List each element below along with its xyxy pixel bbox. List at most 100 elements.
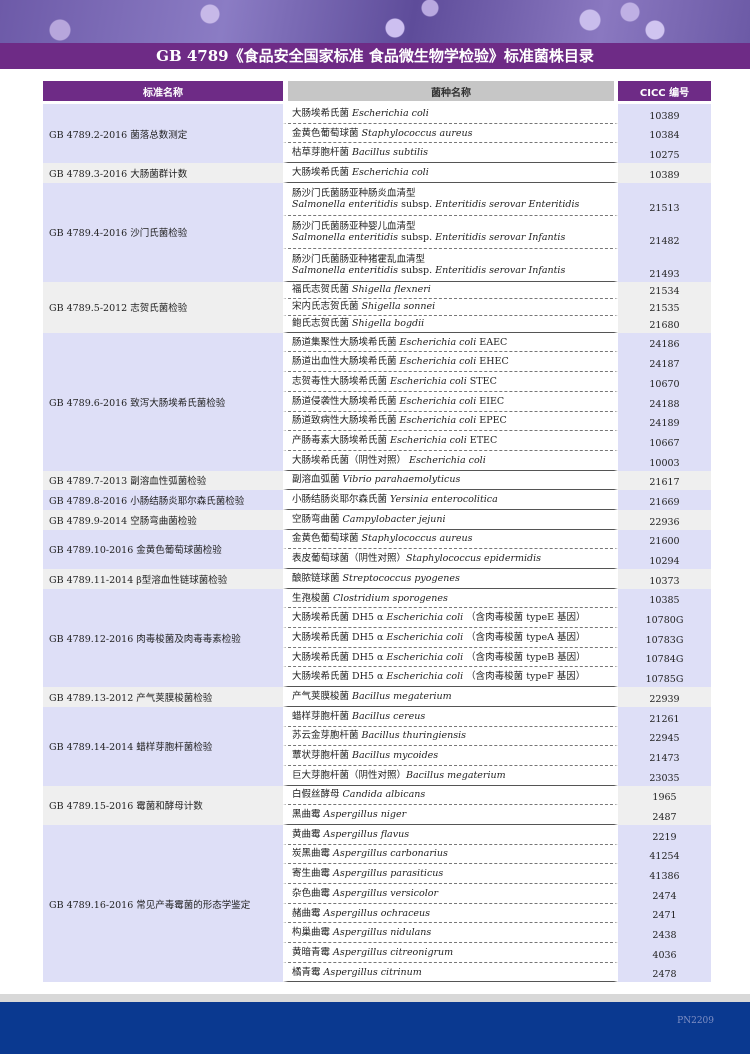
species-name: 小肠结肠炎耶尔森氏菌 Yersinia enterocolitica xyxy=(283,490,618,510)
cicc-number: 10667 xyxy=(618,431,711,451)
table-row: GB 4789.16-2016 常见产毒霉菌的形态学鉴定 黄曲霉 Aspergil… xyxy=(43,824,711,983)
species-chinese-name: 生孢梭菌 xyxy=(292,592,334,604)
cicc-number: 23035 xyxy=(618,765,711,786)
species-chinese-name: 肠沙门氏菌肠亚种婴儿血清型 xyxy=(292,220,416,232)
cicc-number: 22936 xyxy=(618,509,711,530)
species-latin-name: Candida albicans xyxy=(342,789,426,801)
cicc-number: 41386 xyxy=(618,864,711,884)
species-latin-name: Escherichia coli xyxy=(386,671,464,683)
species-name: 橘青霉 Aspergillus citrinum xyxy=(283,962,618,983)
cicc-number: 10785G xyxy=(618,667,711,688)
species-chinese-name: 橘青霉 xyxy=(292,966,324,978)
species-chinese-name: 小肠结肠炎耶尔森氏菌 xyxy=(292,494,391,506)
species-note: EHEC xyxy=(476,356,509,368)
standard-name: GB 4789.15-2016 霉菌和酵母计数 xyxy=(43,785,283,825)
species-latin-name: Aspergillus niger xyxy=(323,809,407,821)
species-note: （含肉毒梭菌 typeA 基因） xyxy=(463,631,586,643)
header-cicc: CICC 编号 xyxy=(618,81,711,104)
table-row: GB 4789.15-2016 霉菌和酵母计数 白假丝酵母 Candida alb… xyxy=(43,785,711,825)
species-chinese-name: 酿脓链球菌 xyxy=(292,572,343,584)
species-chinese-name: 赭曲霉 xyxy=(292,907,324,919)
cicc-number: 22945 xyxy=(618,726,711,747)
footer: PN2209 xyxy=(0,1002,750,1054)
cicc-number: 24189 xyxy=(618,411,711,432)
species-name: 蜡样芽胞杆菌 Bacillus cereus xyxy=(283,706,618,727)
table-body: GB 4789.2-2016 菌落总数测定 大肠埃希氏菌 Escherichia … xyxy=(43,104,711,983)
standard-name: GB 4789.16-2016 常见产毒霉菌的形态学鉴定 xyxy=(43,824,283,983)
strain-table: 标准名称 菌种名称 CICC 编号 GB 4789.2-2016 菌落总数测定大… xyxy=(43,81,711,983)
species-name: 苏云金芽胞杆菌 Bacillus thuringiensis xyxy=(283,726,618,747)
species-latin-name: Escherichia coli xyxy=(399,336,477,348)
header-standard: 标准名称 xyxy=(43,81,283,104)
cicc-number: 24187 xyxy=(618,352,711,373)
species-chinese-name: 构巢曲霉 xyxy=(292,927,334,939)
species-latin-name: Bacillus megaterium xyxy=(406,769,506,781)
species-name: 大肠埃希氏菌 Escherichia coli xyxy=(283,163,618,183)
cicc-number: 2474 xyxy=(618,884,711,904)
species-latin-name: Escherichia coli xyxy=(352,107,429,119)
cicc-number: 21600 xyxy=(618,529,711,550)
standard-name: GB 4789.9-2014 空肠弯曲菌检验 xyxy=(43,509,283,530)
species-chinese-name: 苏云金芽胞杆菌 xyxy=(292,730,362,742)
species-note: EPEC xyxy=(476,415,507,427)
species-latin-name: Bacillus cereus xyxy=(352,710,426,722)
species-name: 金黄色葡萄球菌 Staphylococcus aureus xyxy=(283,529,618,550)
species-name: 肠道出血性大肠埃希氏菌 Escherichia coli EHEC xyxy=(283,352,618,373)
species-latin-name: Escherichia coli xyxy=(409,454,486,466)
species-chinese-name: 产肠毒素大肠埃希氏菌 xyxy=(292,435,391,447)
species-latin-name: Escherichia coli xyxy=(386,612,464,624)
table-row: GB 4789.5-2012 志贺氏菌检验 福氏志贺氏菌 Shigella fle… xyxy=(43,281,711,333)
species-latin-name: Aspergillus citrinum xyxy=(323,966,422,978)
page-title: GB 4789《食品安全国家标准 食品微生物学检验》标准菌株目录 xyxy=(0,43,750,69)
species-name: 白假丝酵母 Candida albicans xyxy=(283,785,618,806)
standard-name: GB 4789.12-2016 肉毒梭菌及肉毒毒素检验 xyxy=(43,588,283,688)
species-name: 黄曲霉 Aspergillus flavus xyxy=(283,824,618,845)
species-chinese-name: 寄生曲霉 xyxy=(292,868,334,880)
species-chinese-name: 肠沙门氏菌肠亚种肠炎血清型 xyxy=(292,187,416,199)
species-name: 副溶血弧菌 Vibrio parahaemolyticus xyxy=(283,470,618,491)
species-note: （含肉毒梭菌 typeE 基因） xyxy=(463,612,586,624)
standard-name: GB 4789.2-2016 菌落总数测定 xyxy=(43,104,283,164)
cicc-number: 21534 xyxy=(618,281,711,299)
species-latin-name: Bacillus megaterium xyxy=(352,690,452,702)
species-chinese-name: 蜡样芽胞杆菌 xyxy=(292,710,353,722)
cicc-number: 24186 xyxy=(618,332,711,353)
table-row: GB 4789.12-2016 肉毒梭菌及肉毒毒素检验 生孢梭菌 Clostrid… xyxy=(43,588,711,688)
cicc-number: 2478 xyxy=(618,962,711,983)
species-name: 肠沙门氏菌肠亚种猪霍乱血清型 Salmonella enteritidis sub… xyxy=(283,248,618,282)
species-chinese-name: 肠道侵袭性大肠埃希氏菌 xyxy=(292,395,400,407)
cicc-number: 2438 xyxy=(618,923,711,944)
header-species: 菌种名称 xyxy=(283,81,618,104)
species-latin-name: Bacillus thuringiensis xyxy=(361,730,467,742)
cicc-number: 10670 xyxy=(618,372,711,392)
species-name: 杂色曲霉 Aspergillus versicolor xyxy=(283,884,618,904)
species-chinese-name: 蕈状芽胞杆菌 xyxy=(292,750,353,762)
species-latin-name: Clostridium sporogenes xyxy=(333,592,448,604)
species-name: 肠道侵袭性大肠埃希氏菌 Escherichia coli EIEC xyxy=(283,391,618,412)
species-name: 赭曲霉 Aspergillus ochraceus xyxy=(283,903,618,924)
species-latin-name: Shigella flexneri xyxy=(352,284,431,296)
species-chinese-name: 肠沙门氏菌肠亚种猪霍乱血清型 xyxy=(292,253,426,265)
product-code: PN2209 xyxy=(677,1016,714,1026)
species-latin-name: Aspergillus nidulans xyxy=(333,927,432,939)
standard-name: GB 4789.6-2016 致泻大肠埃希氏菌检验 xyxy=(43,332,283,471)
species-name: 枯草芽胞杆菌 Bacillus subtilis xyxy=(283,143,618,164)
species-latin-name: Escherichia coli xyxy=(399,356,477,368)
species-chinese-name: 产气荚膜梭菌 xyxy=(292,690,353,702)
species-name: 大肠埃希氏菌 Escherichia coli xyxy=(283,104,618,124)
species-latin-name: Campylobacter jejuni xyxy=(342,513,446,525)
table-row: GB 4789.13-2012 产气荚膜梭菌检验 产气荚膜梭菌 Bacillus … xyxy=(43,687,711,707)
species-chinese-name: 肠道致病性大肠埃希氏菌 xyxy=(292,415,400,427)
footer-divider xyxy=(0,994,750,1002)
species-note: STEC xyxy=(466,375,497,387)
species-name: 肠道集聚性大肠埃希氏菌 Escherichia coli EAEC xyxy=(283,332,618,353)
species-note: subsp. xyxy=(398,264,436,276)
species-chinese-name: 巨大芽胞杆菌（阴性对照） xyxy=(292,769,407,781)
cicc-number: 10294 xyxy=(618,549,711,569)
species-name: 巨大芽胞杆菌（阴性对照）Bacillus megaterium xyxy=(283,765,618,786)
header-microscopy-banner xyxy=(0,0,750,44)
species-chinese-name: 空肠弯曲菌 xyxy=(292,513,343,525)
species-chinese-name: 炭黑曲霉 xyxy=(292,848,334,860)
species-latin-name: Yersinia enterocolitica xyxy=(390,494,498,506)
table-row: 枯草芽胞杆菌 Bacillus subtilis 10275 xyxy=(43,143,711,164)
